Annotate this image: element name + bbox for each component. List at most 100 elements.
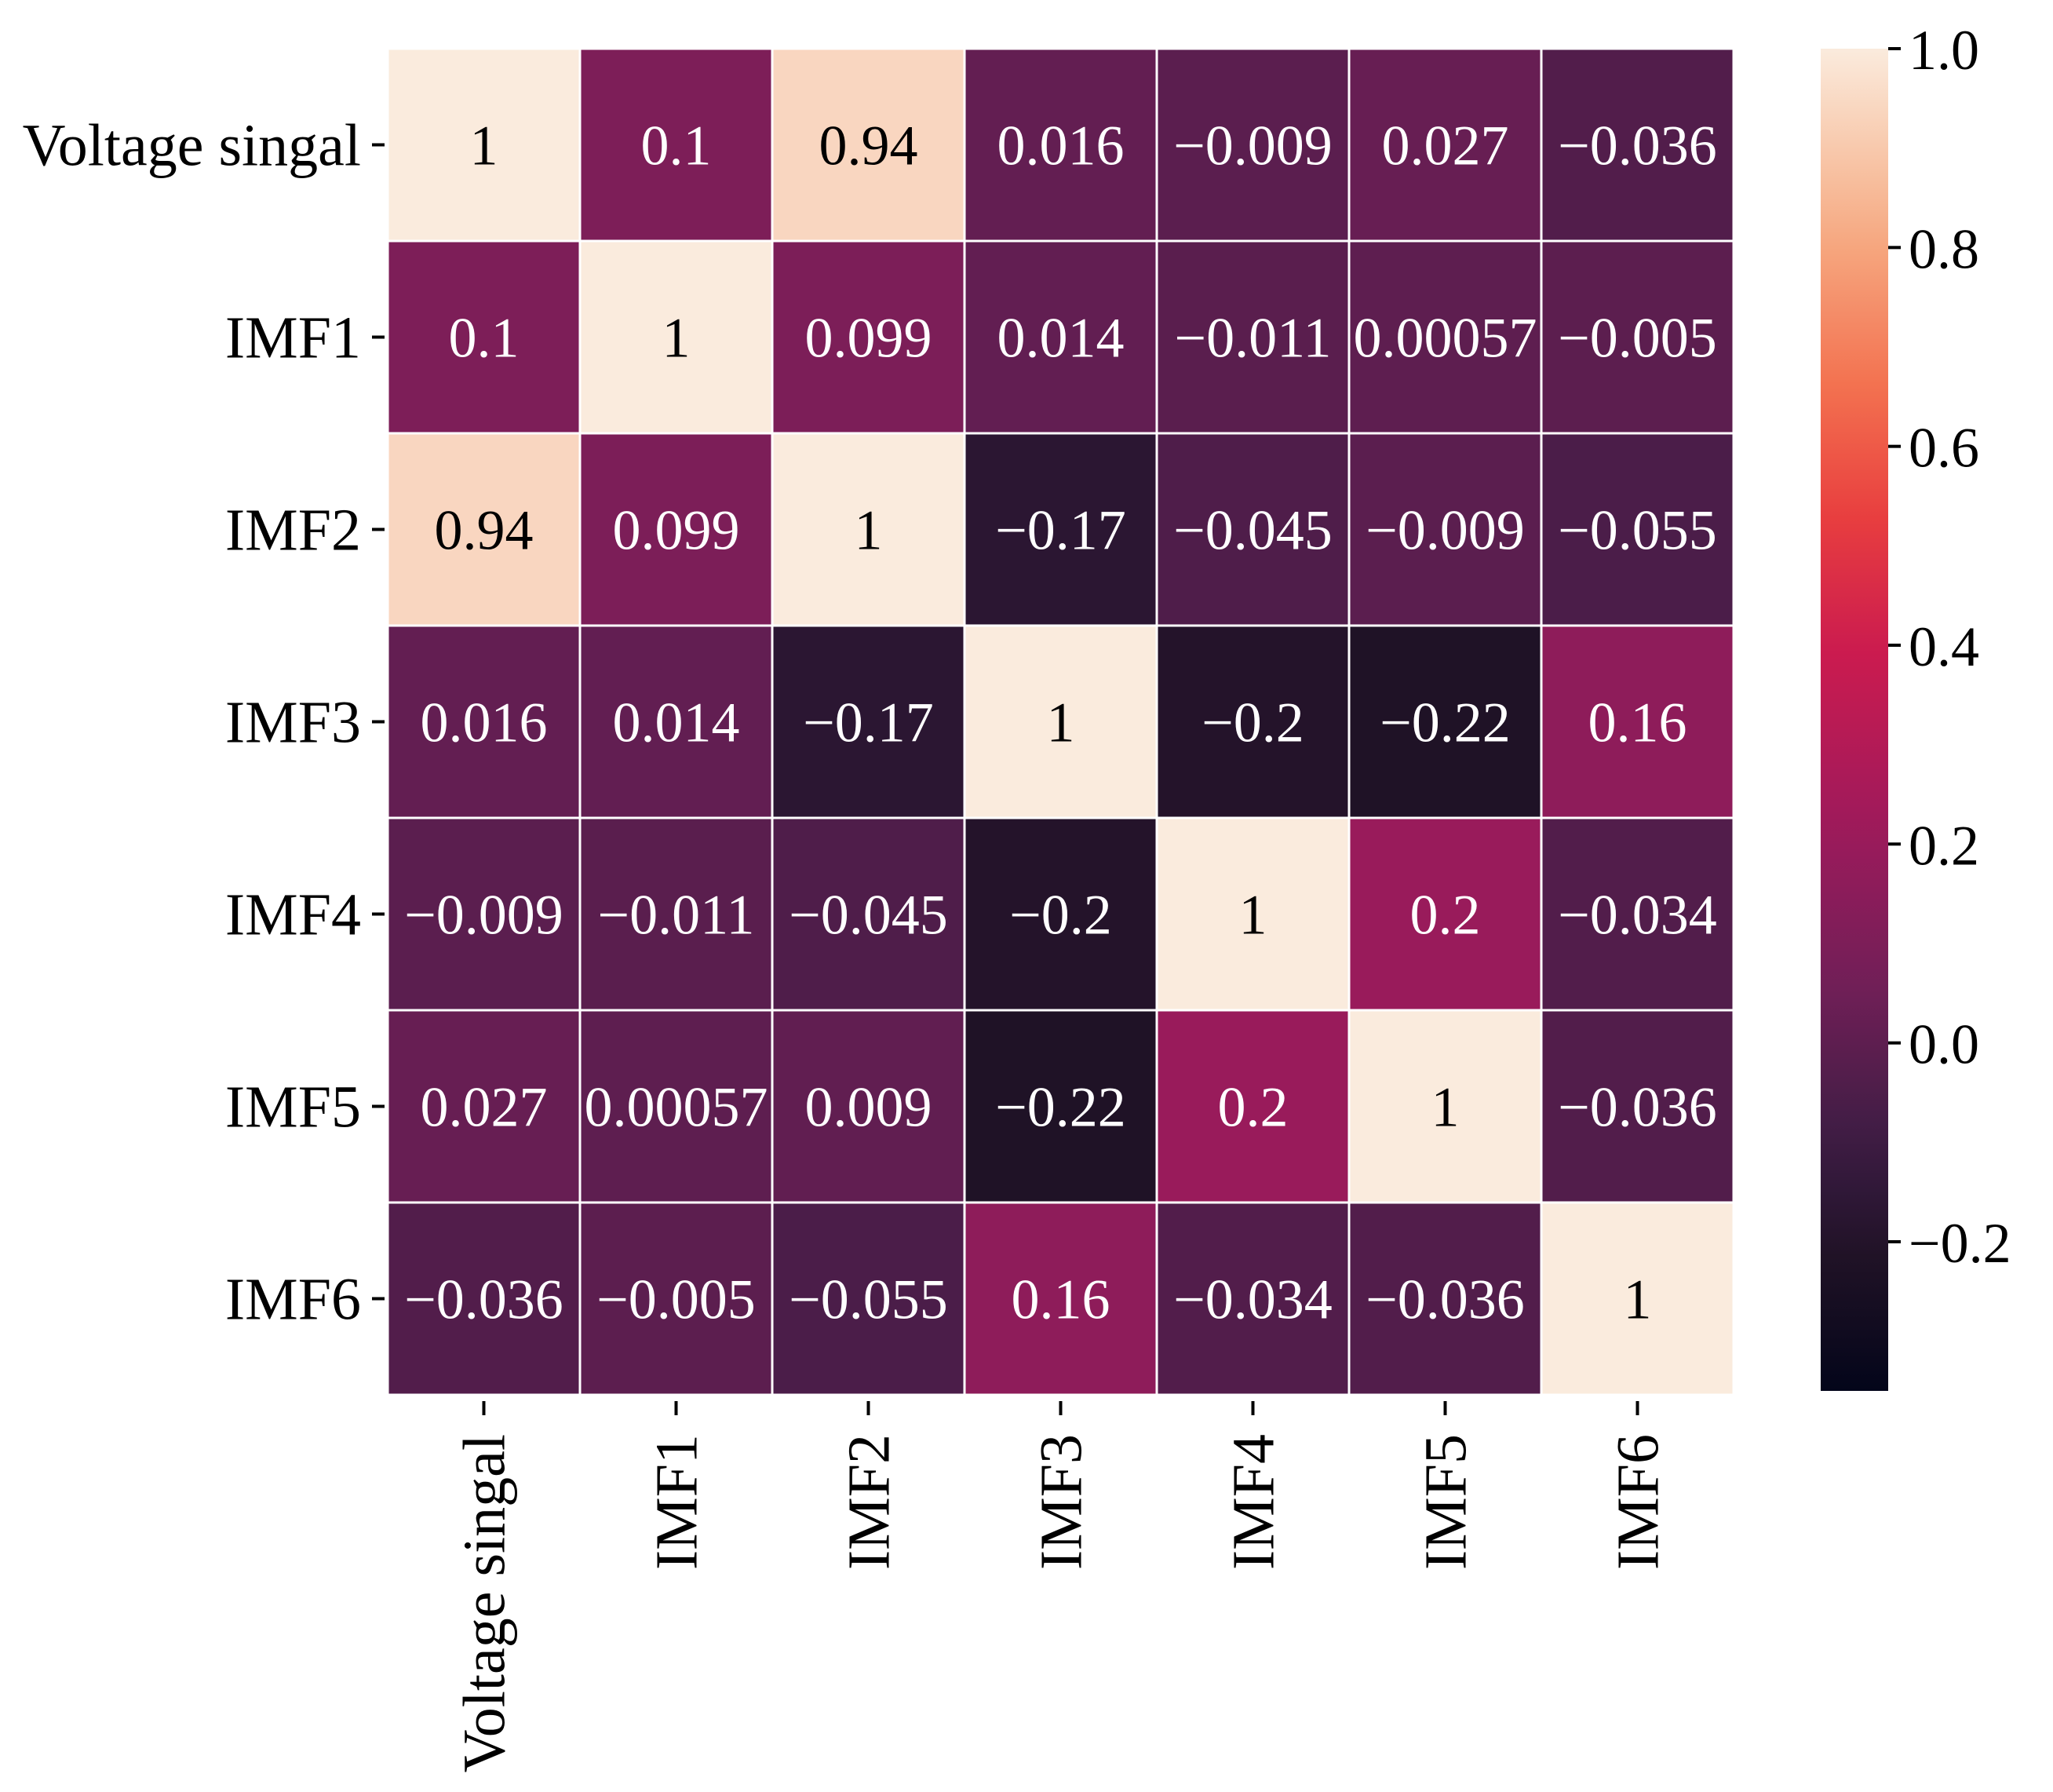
heatmap-cell: [965, 819, 1156, 1009]
cell-value-label: −0.034: [1558, 884, 1717, 947]
heatmap-cell: [1158, 242, 1348, 432]
cell-value-label: 0.2: [1410, 884, 1481, 947]
cell-value-label: −0.011: [1175, 307, 1332, 370]
heatmap-cell: [1542, 434, 1733, 625]
cell-value-label: 0.1: [449, 307, 520, 370]
cell-value-label: 0.027: [1382, 115, 1509, 177]
y-tick-label: IMF1: [225, 305, 361, 371]
colorbar-tick-label: 0.6: [1909, 417, 1979, 480]
heatmap-cell: [388, 242, 579, 432]
x-tick-label: Voltage singal: [452, 1434, 518, 1772]
cell-value-label: 0.014: [997, 307, 1125, 370]
heatmap-cell: [773, 242, 964, 432]
cell-value-label: −0.009: [1173, 115, 1333, 177]
cell-value-label: −0.009: [404, 884, 563, 947]
x-tick-label: IMF1: [644, 1434, 710, 1570]
heatmap-cell: [388, 1011, 579, 1202]
heatmap-cell: [1350, 434, 1541, 625]
heatmap-cell: [1158, 49, 1348, 240]
heatmap-cell: [965, 242, 1156, 432]
heatmap-cell: [1542, 49, 1733, 240]
heatmap-cell: [388, 626, 579, 817]
y-tick-label: IMF6: [225, 1267, 361, 1333]
cell-value-label: −0.045: [789, 884, 948, 947]
cell-value-label: 0.1: [641, 115, 712, 177]
heatmap-cell: [1350, 1011, 1541, 1202]
cell-value-label: 0.00057: [1354, 307, 1537, 370]
cell-value-label: −0.034: [1173, 1268, 1333, 1331]
heatmap-cell: [1350, 626, 1541, 817]
heatmap-cell: [388, 49, 579, 240]
cell-value-label: −0.011: [598, 884, 755, 947]
x-tick-label: IMF5: [1413, 1434, 1479, 1570]
cell-value-label: 1: [1239, 884, 1267, 947]
cell-value-label: −0.2: [1009, 884, 1112, 947]
y-tick-label: IMF2: [225, 498, 361, 564]
cell-value-label: −0.005: [596, 1268, 756, 1331]
cell-value-label: 0.014: [613, 692, 740, 754]
cell-value-label: 1: [1431, 1076, 1460, 1139]
cell-value-label: 0.00057: [585, 1076, 768, 1139]
heatmap-cell: [1542, 242, 1733, 432]
cell-value-label: −0.055: [789, 1268, 948, 1331]
heatmap-cell: [773, 819, 964, 1009]
cell-value-label: 1: [1624, 1268, 1652, 1331]
heatmap-cell: [1542, 1011, 1733, 1202]
cell-value-label: −0.036: [1366, 1268, 1525, 1331]
x-tick-label: IMF6: [1606, 1434, 1672, 1570]
heatmap-cell: [581, 242, 771, 432]
heatmap-cell: [1350, 49, 1541, 240]
y-tick-label: IMF3: [225, 690, 361, 756]
y-tick-label: IMF4: [225, 882, 361, 948]
cell-value-label: −0.22: [995, 1076, 1126, 1139]
y-tick-label: IMF5: [225, 1075, 361, 1141]
cell-value-label: 0.027: [421, 1076, 548, 1139]
heatmap-cell: [773, 49, 964, 240]
cell-value-label: 0.099: [613, 499, 740, 562]
heatmap-cell: [581, 1203, 771, 1394]
cell-value-label: −0.005: [1558, 307, 1717, 370]
cell-value-label: 1: [662, 307, 691, 370]
heatmap-cell: [773, 434, 964, 625]
heatmap-cell: [388, 1203, 579, 1394]
heatmap-cell: [773, 1011, 964, 1202]
heatmap-cell: [1158, 626, 1348, 817]
heatmap-cell: [581, 49, 771, 240]
cell-value-label: 1: [1047, 692, 1075, 754]
heatmap-cell: [773, 626, 964, 817]
heatmap-cell: [1350, 242, 1541, 432]
cell-value-label: −0.045: [1173, 499, 1333, 562]
heatmap-cell: [581, 819, 771, 1009]
cell-value-label: −0.036: [1558, 115, 1717, 177]
colorbar-tick-label: 0.8: [1909, 217, 1979, 280]
heatmap-cell: [773, 1203, 964, 1394]
heatmap-cell: [1158, 1011, 1348, 1202]
cell-value-label: −0.17: [803, 692, 934, 754]
cell-value-label: −0.2: [1202, 692, 1304, 754]
x-axis: Voltage singal IMF1 IMF2 IMF3 IMF4 IMF5 IMF6: [452, 1401, 1672, 1772]
heatmap-cell: [965, 49, 1156, 240]
cell-value-label: 1: [855, 499, 883, 562]
heatmap-cell: [965, 1011, 1156, 1202]
cell-value-label: 0.94: [819, 115, 918, 177]
cell-value-label: 0.099: [805, 307, 932, 370]
heatmap-cell: [1542, 819, 1733, 1009]
cell-value-label: 0.2: [1218, 1076, 1289, 1139]
colorbar-gradient: [1821, 49, 1888, 1391]
colorbar-tick-label: 0.0: [1909, 1013, 1979, 1076]
colorbar-tick-label: 0.4: [1909, 615, 1979, 678]
colorbar-tick-label: 1.0: [1909, 19, 1979, 82]
cell-value-label: −0.17: [995, 499, 1126, 562]
y-tick-label: Voltage singal: [23, 113, 361, 179]
x-tick-label: IMF3: [1029, 1434, 1095, 1570]
heatmap-cell: [581, 626, 771, 817]
colorbar-tick-label: 0.2: [1909, 814, 1979, 877]
heatmap-cell: [1542, 626, 1733, 817]
heatmap-cells: 1 0.1 0.94 0.016 −0.009 0.027 −0.036 0.1 1 0.099 0…: [388, 49, 1733, 1394]
cell-value-label: 1: [470, 115, 498, 177]
heatmap-cell: [1158, 434, 1348, 625]
cell-value-label: 0.16: [1588, 692, 1687, 754]
heatmap-cell: [1350, 1203, 1541, 1394]
heatmap-cell: [965, 434, 1156, 625]
cell-value-label: −0.22: [1380, 692, 1511, 754]
